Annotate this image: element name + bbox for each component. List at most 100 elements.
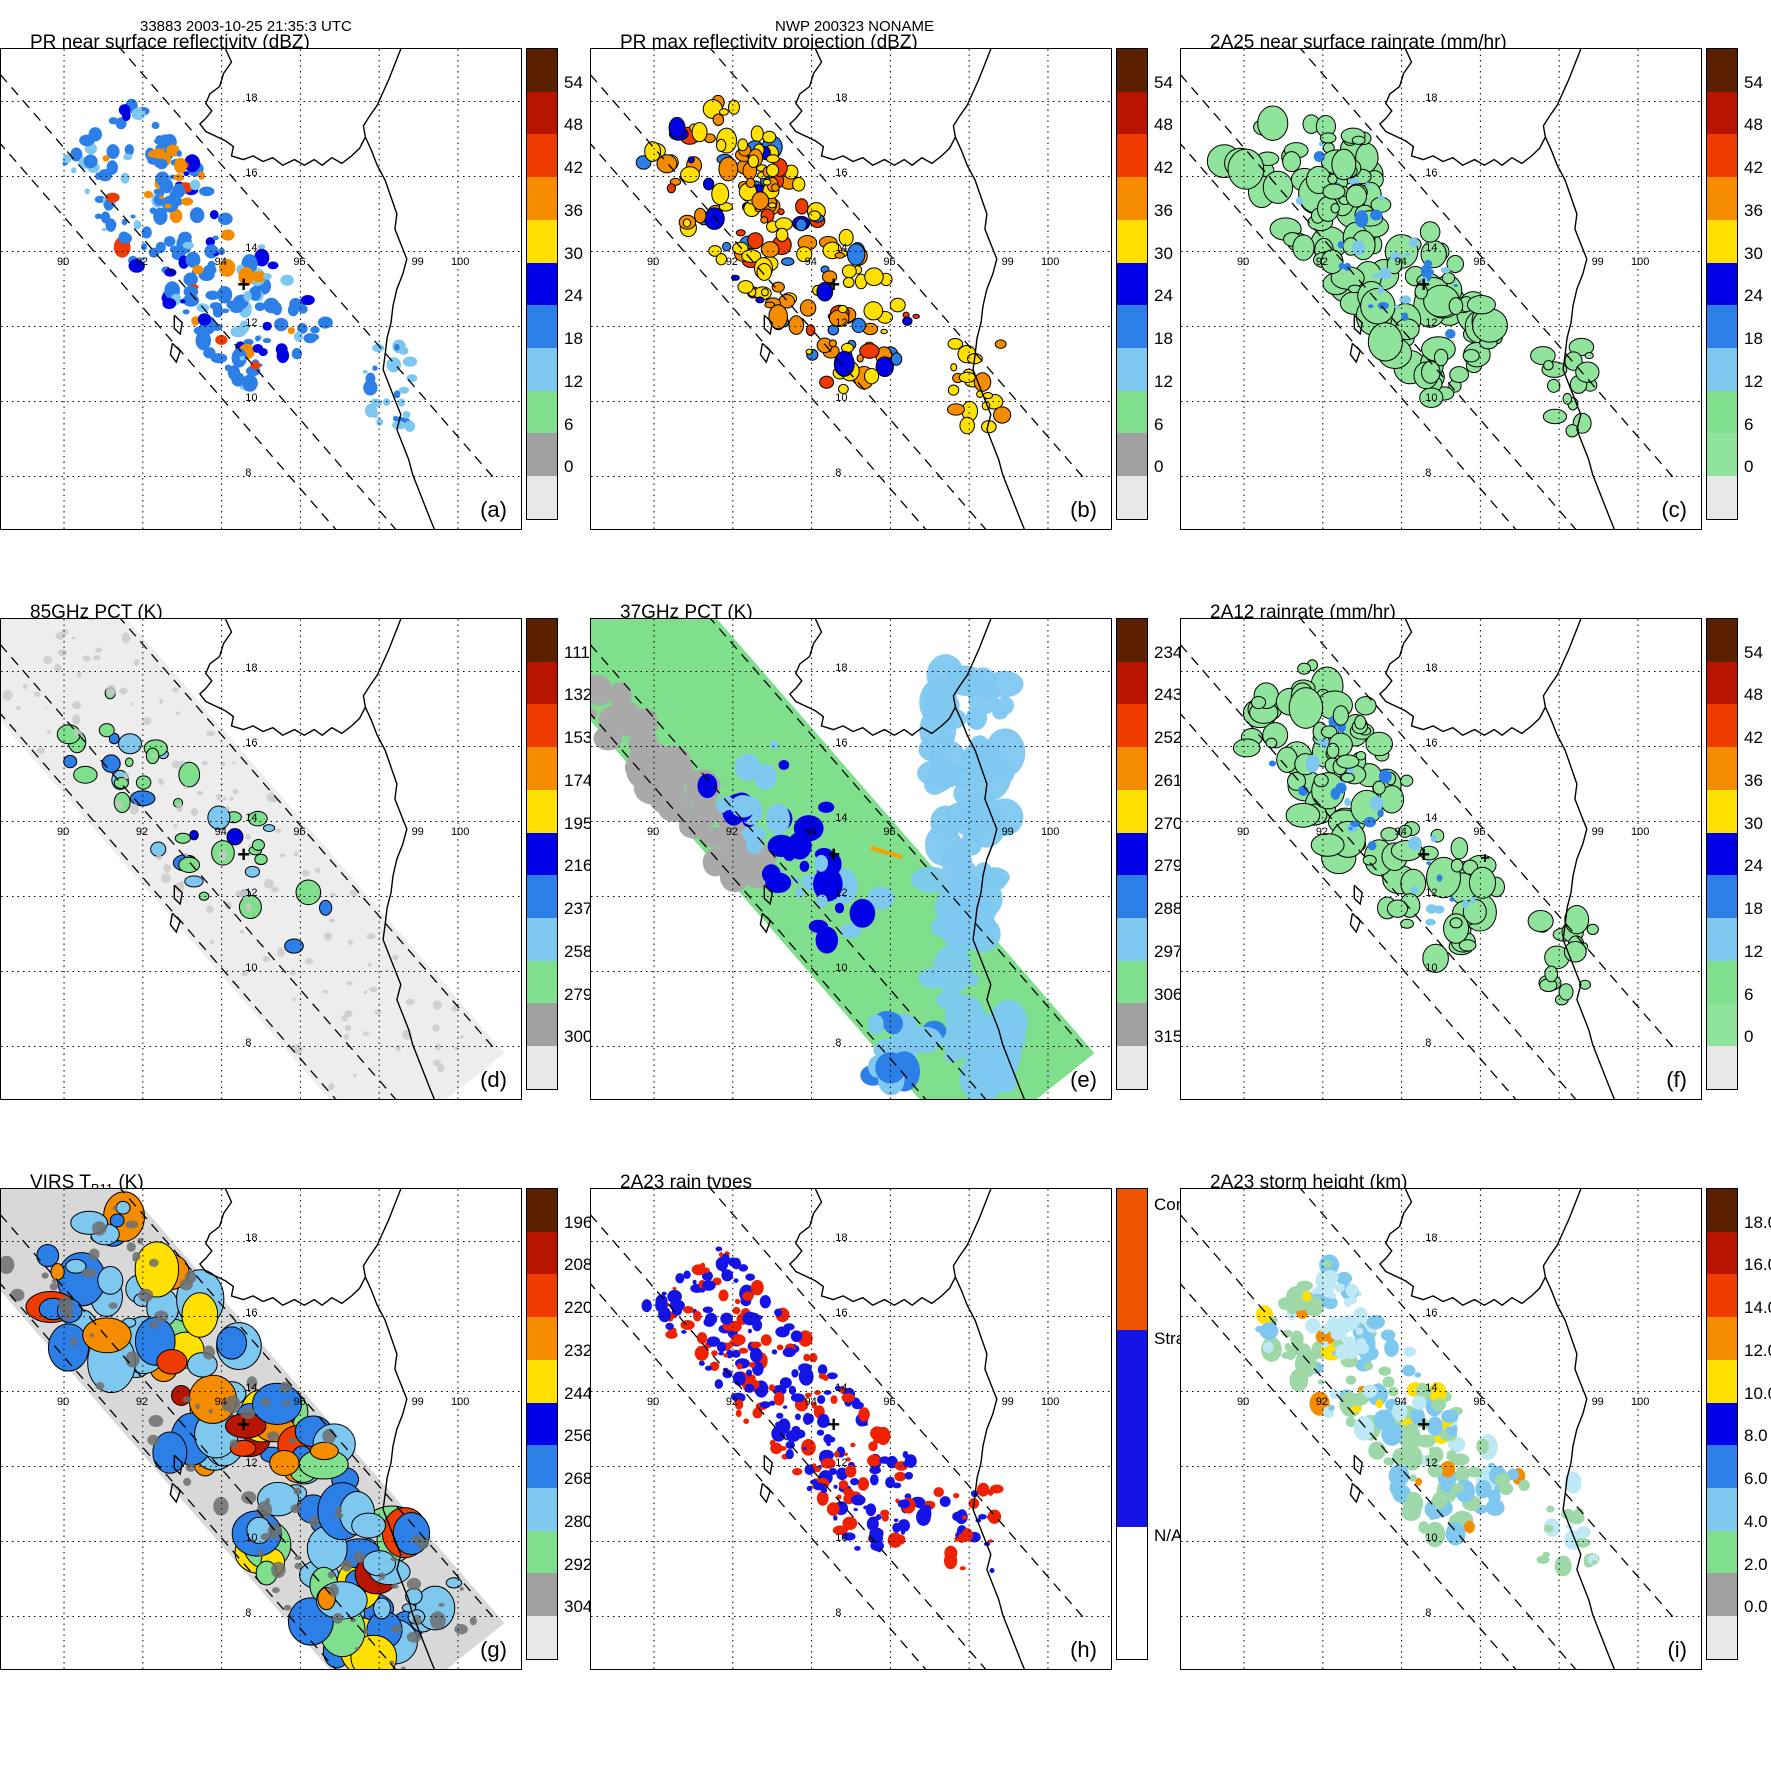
colorbar-tick-label: 270: [1154, 813, 1183, 833]
colorbar-segment: [1117, 177, 1147, 220]
colorbar-tick-label: 216: [564, 856, 593, 876]
colorbar-segment: [1707, 832, 1737, 876]
colorbar-tick-label: 6: [1154, 414, 1164, 434]
map-svg: [591, 49, 1111, 529]
colorbar-tick-label: 0: [1744, 1027, 1754, 1047]
colorbar-segment: [1707, 1189, 1737, 1232]
lat-tick-label: 14: [1425, 1381, 1438, 1394]
lon-tick-label: 100: [1040, 255, 1060, 268]
lon-tick-label: 96: [293, 825, 306, 838]
colorbar-tick-label: 24: [1744, 286, 1763, 306]
colorbar-tick-label: 232: [564, 1340, 593, 1360]
lon-tick-label: 96: [883, 255, 896, 268]
colorbar-segment: [527, 789, 557, 833]
lon-tick-label: 94: [1394, 255, 1407, 268]
colorbar-segment: [1707, 1402, 1737, 1446]
lat-tick-label: 14: [1425, 241, 1438, 254]
header-center-storm-id: NWP 200323 NONAME: [775, 18, 934, 35]
lon-tick-label: 96: [883, 1395, 896, 1408]
colorbar-segment: [527, 134, 557, 178]
lon-tick-label: 94: [214, 825, 227, 838]
lon-tick-label: 92: [135, 255, 149, 268]
colorbar-segment: [1117, 832, 1147, 876]
panel-title: PR near surface reflectivity (dBZ): [30, 32, 310, 53]
colorbar-tick-label: 292: [564, 1554, 593, 1574]
lat-tick-label: 18: [245, 1231, 258, 1244]
lon-tick-label: 96: [1473, 1395, 1486, 1408]
map-svg: [1, 619, 521, 1099]
colorbar-segment: [527, 918, 557, 961]
lat-tick-label: 10: [835, 961, 848, 974]
colorbar-segment: [527, 960, 557, 1004]
lon-tick-label: 100: [1630, 1395, 1650, 1408]
lon-tick-label: 90: [647, 1395, 660, 1408]
colorbar-tick-label: 10.0: [1744, 1383, 1771, 1403]
colorbar-tick-label: 18: [564, 329, 583, 349]
lat-tick-label: 14: [245, 811, 258, 824]
lon-tick-label: 99: [1591, 825, 1604, 838]
lat-tick-label: 12: [1425, 886, 1438, 899]
colorbar-tick-label: 48: [564, 115, 583, 135]
lat-tick-label: 18: [245, 91, 258, 104]
colorbar-segment: [527, 1359, 557, 1403]
map-svg: [1, 49, 521, 529]
lat-tick-label: 14: [835, 241, 848, 254]
lat-tick-label: 18: [1425, 91, 1438, 104]
colorbar-tick-label: 6: [1744, 984, 1754, 1004]
lon-tick-label: 90: [647, 825, 660, 838]
colorbar-segment: [1117, 1189, 1147, 1330]
colorbar-segment: [1707, 1274, 1737, 1318]
colorbar-segment: [1117, 305, 1147, 349]
colorbar-tick-label: 153: [564, 728, 593, 748]
colorbar-tick-label: 280: [564, 1511, 593, 1531]
lon-tick-label: 90: [647, 255, 660, 268]
panel-title: 37GHz PCT (K): [620, 602, 753, 623]
colorbar: [1706, 1188, 1738, 1660]
lon-tick-label: 90: [57, 1395, 70, 1408]
colorbar-tick-label: 18.0: [1744, 1212, 1771, 1232]
lat-tick-label: 16: [835, 1306, 848, 1319]
lat-tick-label: 8: [245, 1036, 252, 1049]
lon-tick-label: 96: [293, 1395, 306, 1408]
lat-tick-label: 8: [1425, 466, 1432, 479]
lat-tick-label: 10: [245, 391, 258, 404]
colorbar-segment: [1117, 789, 1147, 833]
lon-tick-label: 94: [804, 1395, 817, 1408]
colorbar-segment: [527, 177, 557, 220]
colorbar-tick-label: 36: [1744, 770, 1763, 790]
colorbar-segment: [527, 1274, 557, 1318]
colorbar-segment: [1707, 789, 1737, 833]
colorbar-tick-label: 132: [564, 685, 593, 705]
panel-title: 2A25 near surface rainrate (mm/hr): [1210, 32, 1507, 53]
map-panel-h: 2A23 rain types 90 92 94 96 99 100 8 10 12 14 16 18 +…: [590, 1170, 1194, 1670]
colorbar-segment: [1117, 1527, 1147, 1659]
colorbar-ticks: 196 208 220 232 244 256 268 280 292 304: [564, 1188, 634, 1658]
lat-tick-label: 18: [835, 91, 848, 104]
colorbar-tick-label: 42: [1154, 158, 1173, 178]
colorbar: [1706, 618, 1738, 1090]
colorbar-tick-label: 24: [1154, 286, 1173, 306]
lat-tick-label: 8: [835, 1606, 842, 1619]
colorbar-segment: [1707, 390, 1737, 434]
lat-tick-label: 8: [245, 1606, 252, 1619]
panel-title: 2A23 storm height (km): [1210, 1172, 1408, 1193]
colorbar-segment: [1707, 704, 1737, 748]
lon-tick-label: 94: [804, 255, 817, 268]
colorbar-ticks: 18.0 16.0 14.0 12.0 10.0 8.0 6.0 4.0 2.0 0.0: [1744, 1188, 1771, 1658]
colorbar-segment: [1707, 1530, 1737, 1574]
lon-tick-label: 100: [450, 255, 470, 268]
colorbar-segment: [527, 875, 557, 919]
colorbar-segment: [1707, 1003, 1737, 1047]
map-svg: [591, 1189, 1111, 1669]
lat-tick-label: 10: [1425, 1531, 1438, 1544]
lon-tick-label: 90: [57, 825, 70, 838]
colorbar-segment: [1707, 305, 1737, 349]
colorbar-segment: [1117, 747, 1147, 790]
colorbar-tick-label: 208: [564, 1255, 593, 1275]
colorbar-tick-label: 243: [1154, 685, 1183, 705]
colorbar-segment: [527, 49, 557, 92]
colorbar-tick-label: 6: [1744, 414, 1754, 434]
